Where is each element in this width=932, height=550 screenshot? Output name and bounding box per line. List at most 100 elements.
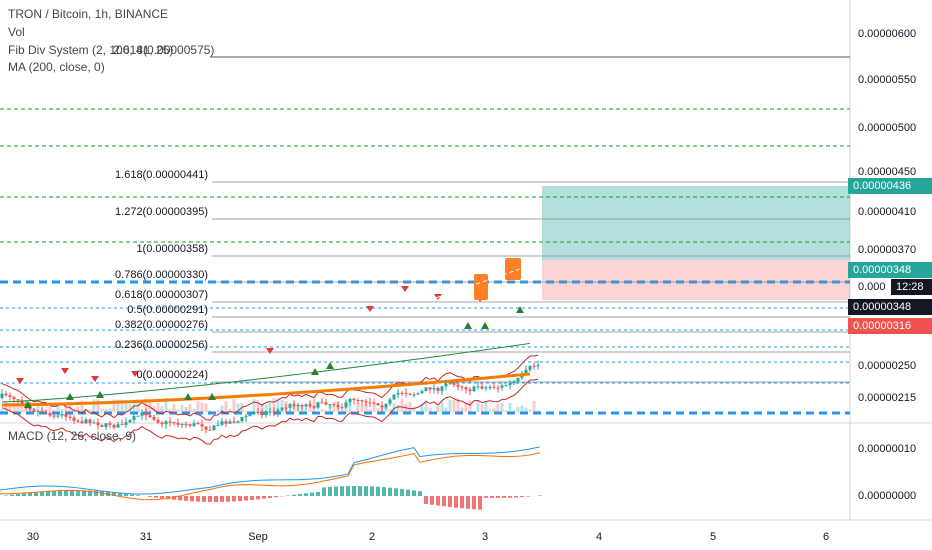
macd-hist [4, 495, 8, 496]
price-tick-label: 0.00000215 [858, 392, 916, 404]
price-badge [848, 318, 932, 334]
volume-bar [192, 408, 196, 412]
candle [452, 382, 456, 385]
vol-label[interactable]: Vol [8, 25, 25, 39]
sell-signal [366, 306, 374, 312]
price-badge-label: 0.00000348 [853, 264, 911, 276]
volume-bar [512, 410, 516, 412]
macd-hist [262, 496, 266, 499]
candle [380, 405, 384, 408]
candle [536, 365, 540, 367]
macd-hist [70, 490, 74, 496]
volume-bar [276, 398, 280, 412]
candle [164, 421, 168, 425]
candle [152, 417, 156, 420]
candle [240, 417, 244, 422]
candle [356, 400, 360, 402]
candle [200, 424, 204, 427]
volume-bar [112, 399, 116, 412]
volume-bar [440, 401, 444, 412]
fib-div-label[interactable]: Fib Div System (2, 100, 41, 25) [8, 43, 173, 57]
volume-bar [252, 399, 256, 412]
candle [320, 402, 324, 404]
macd-label[interactable]: MACD (12, 26, close, 9) [8, 429, 136, 443]
volume-bar [4, 401, 8, 412]
volume-bar [332, 401, 336, 412]
macd-hist [28, 492, 32, 496]
macd-hist [508, 496, 512, 498]
candle [344, 402, 348, 408]
volume-bar [376, 408, 380, 412]
volume-bar [408, 401, 412, 412]
candle [276, 410, 280, 413]
volume-bar [356, 402, 360, 412]
macd-hist [22, 493, 26, 496]
volume-bar [28, 407, 32, 412]
macd-hist [220, 496, 224, 502]
volume-bar [496, 404, 500, 412]
candle [244, 416, 248, 418]
price-badge [848, 262, 932, 278]
volume-bar [168, 409, 172, 412]
candle [340, 407, 344, 409]
symbol-title[interactable]: TRON / Bitcoin, 1h, BINANCE [8, 7, 168, 21]
candle [532, 365, 536, 367]
macd-hist [526, 496, 530, 497]
time-tick-label: 3 [482, 531, 488, 543]
candle [488, 386, 492, 388]
macd-hist [310, 492, 314, 496]
candle [404, 392, 408, 394]
candle [484, 387, 488, 389]
macd-hist [442, 496, 446, 507]
volume-bar [172, 404, 176, 412]
candle [500, 385, 504, 388]
candle [268, 411, 272, 413]
macd-hist [352, 486, 356, 496]
candle [396, 392, 400, 395]
fib-label: 1.618(0.00000441) [115, 169, 208, 181]
macd-tick-label: 0.00000010 [858, 443, 916, 455]
macd-hist [340, 486, 344, 496]
volume-bar [8, 403, 12, 412]
volume-bar [480, 404, 484, 412]
volume-bar [76, 406, 80, 412]
volume-bar [268, 403, 272, 412]
candle [196, 423, 200, 425]
macd-hist [208, 496, 212, 502]
target-zone [542, 186, 850, 260]
candle [64, 413, 68, 417]
candle [424, 387, 428, 392]
price-tick-label: 0.00000410 [858, 206, 916, 218]
volume-bar [32, 407, 36, 412]
macd-hist [244, 496, 248, 501]
candle [440, 386, 444, 392]
ma-label[interactable]: MA (200, close, 0) [8, 60, 105, 74]
volume-bar [424, 400, 428, 412]
macd-hist [214, 496, 218, 502]
volume-bar [312, 399, 316, 412]
macd-hist [58, 490, 62, 496]
candle [444, 383, 448, 387]
macd-hist [226, 496, 230, 502]
buy-signal [66, 393, 74, 400]
sell-signal [266, 348, 274, 354]
candle [0, 393, 4, 398]
volume-bar [292, 402, 296, 412]
alert-icon [474, 274, 488, 300]
macd-hist [118, 493, 122, 496]
volume-bar [88, 409, 92, 412]
macd-hist [328, 486, 332, 496]
candle [272, 411, 276, 413]
time-tick-label: 6 [823, 531, 829, 543]
candle [416, 393, 420, 395]
candle [16, 399, 20, 401]
volume-bar [80, 400, 84, 412]
stop-zone [542, 260, 850, 300]
signal-line [0, 452, 541, 501]
macd-hist [412, 490, 416, 496]
candle [420, 391, 424, 394]
volume-bar [228, 408, 232, 412]
fib-label: 0(0.00000224) [136, 369, 208, 381]
macd-hist [268, 496, 272, 498]
macd-hist [34, 491, 38, 496]
